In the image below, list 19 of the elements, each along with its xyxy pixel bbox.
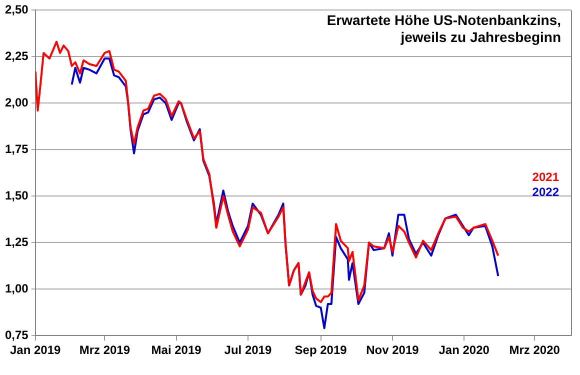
- y-tick-label: 2,25: [4, 49, 29, 63]
- y-tick-label: 2,50: [4, 2, 29, 17]
- x-tick-label: Jan 2020: [438, 343, 490, 358]
- x-tick-label: Mrz 2019: [79, 343, 130, 358]
- y-tick-label: 1,00: [4, 281, 29, 296]
- y-tick-label: 1,25: [4, 234, 29, 249]
- y-tick-label: 1,50: [4, 188, 29, 202]
- x-tick-label: Mai 2019: [151, 343, 202, 358]
- x-tick-label: Jul 2019: [224, 343, 272, 358]
- text: 2021: [532, 170, 560, 184]
- text: 2022: [532, 184, 560, 199]
- y-tick-label: 1,75: [4, 142, 29, 156]
- x-tick-label: Sep 2019: [294, 343, 348, 358]
- x-tick-label: Mrz 2020: [509, 343, 560, 358]
- y-tick-label: 0,75: [4, 328, 29, 342]
- x-tick-label: Nov 2019: [366, 343, 420, 358]
- text: Erwartete Höhe US-Notenbankzins, jeweils zu Jahresbeginn: [326, 12, 561, 46]
- x-tick-label: Jan 2019: [10, 343, 62, 358]
- y-tick-label: 2,00: [4, 95, 29, 110]
